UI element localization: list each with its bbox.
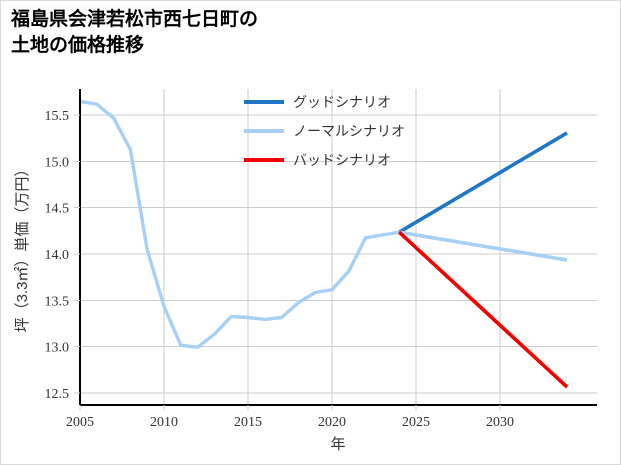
x-tick-label: 2025 [402, 415, 430, 430]
chart-title: 福島県会津若松市西七日町の 土地の価格推移 [11, 9, 259, 56]
legend-label-normal-scenario: ノーマルシナリオ [293, 123, 405, 139]
y-tick-label: 13.5 [45, 294, 70, 309]
x-tick-label: 2020 [318, 415, 346, 430]
y-axis-ticks [74, 114, 80, 394]
y-tick-label: 12.5 [45, 387, 70, 402]
x-tick-label: 2030 [486, 415, 514, 430]
series-line-normal-scenario [398, 230, 568, 262]
y-tick-label: 13.0 [45, 341, 70, 356]
y-tick-label: 15.5 [45, 109, 70, 124]
y-axis-tick-labels: 12.5 13.0 13.5 14.0 14.5 15.0 15.5 [45, 109, 70, 402]
y-tick-label: 14.5 [45, 202, 70, 217]
y-axis-title: 坪（3.3㎡）単価（万円） [14, 162, 31, 333]
y-tick-label: 14.0 [45, 248, 70, 263]
series-line-bad-scenario [397, 230, 569, 389]
axis-spines [78, 89, 597, 407]
horizontal-gridlines [80, 114, 597, 394]
x-tick-label: 2010 [150, 415, 178, 430]
x-tick-label: 2015 [234, 415, 262, 430]
vertical-gridlines [79, 89, 501, 405]
x-axis-ticks [79, 405, 501, 411]
y-tick-label: 15.0 [45, 155, 70, 170]
x-axis-tick-labels: 2005 2010 2015 2020 2025 2030 [66, 415, 514, 430]
series-line-good-scenario [398, 131, 568, 234]
chart-legend: グッドシナリオ ノーマルシナリオ バッドシナリオ [244, 94, 405, 168]
legend-item-bad-scenario[interactable]: バッドシナリオ [244, 152, 391, 168]
legend-item-normal-scenario[interactable]: ノーマルシナリオ [244, 123, 405, 139]
legend-label-bad-scenario: バッドシナリオ [293, 152, 391, 168]
series-line-historical [79, 99, 400, 349]
x-tick-label: 2005 [66, 415, 94, 430]
legend-item-good-scenario[interactable]: グッドシナリオ [244, 94, 391, 110]
x-axis-title: 年 [330, 436, 345, 453]
legend-label-good-scenario: グッドシナリオ [293, 94, 391, 110]
